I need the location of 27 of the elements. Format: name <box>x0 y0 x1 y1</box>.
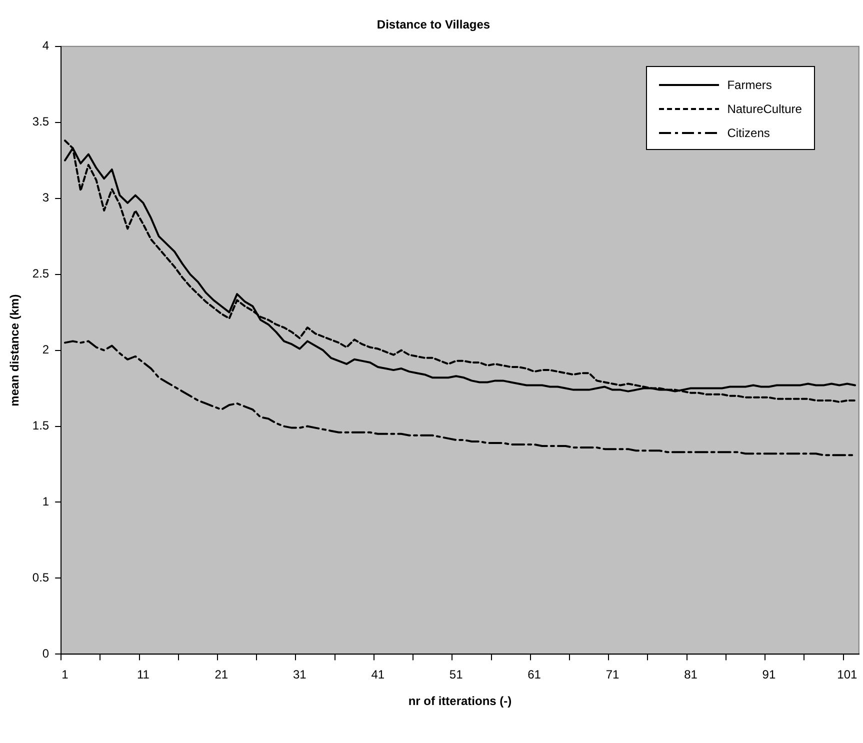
chart-title: Distance to Villages <box>376 18 490 32</box>
legend-label: NatureCulture <box>727 102 802 116</box>
y-tick-label: 4 <box>42 38 50 53</box>
x-tick-label: 11 <box>136 668 150 682</box>
x-tick-label: 1 <box>62 668 69 682</box>
x-axis-title: nr of itterations (-) <box>408 694 512 708</box>
x-tick-label: 61 <box>528 668 542 682</box>
y-tick-label: 3.5 <box>32 114 50 129</box>
y-tick-label: 0.5 <box>32 570 50 585</box>
x-tick-label: 21 <box>214 668 228 682</box>
x-tick-label: 101 <box>837 668 858 682</box>
legend-label: Farmers <box>727 78 772 92</box>
y-tick-label: 1.5 <box>32 418 50 433</box>
y-tick-label: 1 <box>42 494 50 509</box>
y-tick-label: 2.5 <box>32 266 50 281</box>
x-tick-label: 31 <box>292 668 307 682</box>
y-tick-label: 3 <box>42 190 50 205</box>
x-tick-label: 71 <box>606 668 620 682</box>
y-tick-label: 2 <box>42 342 50 357</box>
x-tick-label: 51 <box>449 668 464 682</box>
y-tick-label: 0 <box>42 646 50 661</box>
legend-label: Citizens <box>727 126 770 140</box>
x-tick-label: 91 <box>762 668 776 682</box>
x-tick-label: 81 <box>684 668 698 682</box>
x-tick-label: 41 <box>371 668 385 682</box>
line-series <box>64 340 856 456</box>
y-axis-title: mean distance (km) <box>8 294 22 406</box>
